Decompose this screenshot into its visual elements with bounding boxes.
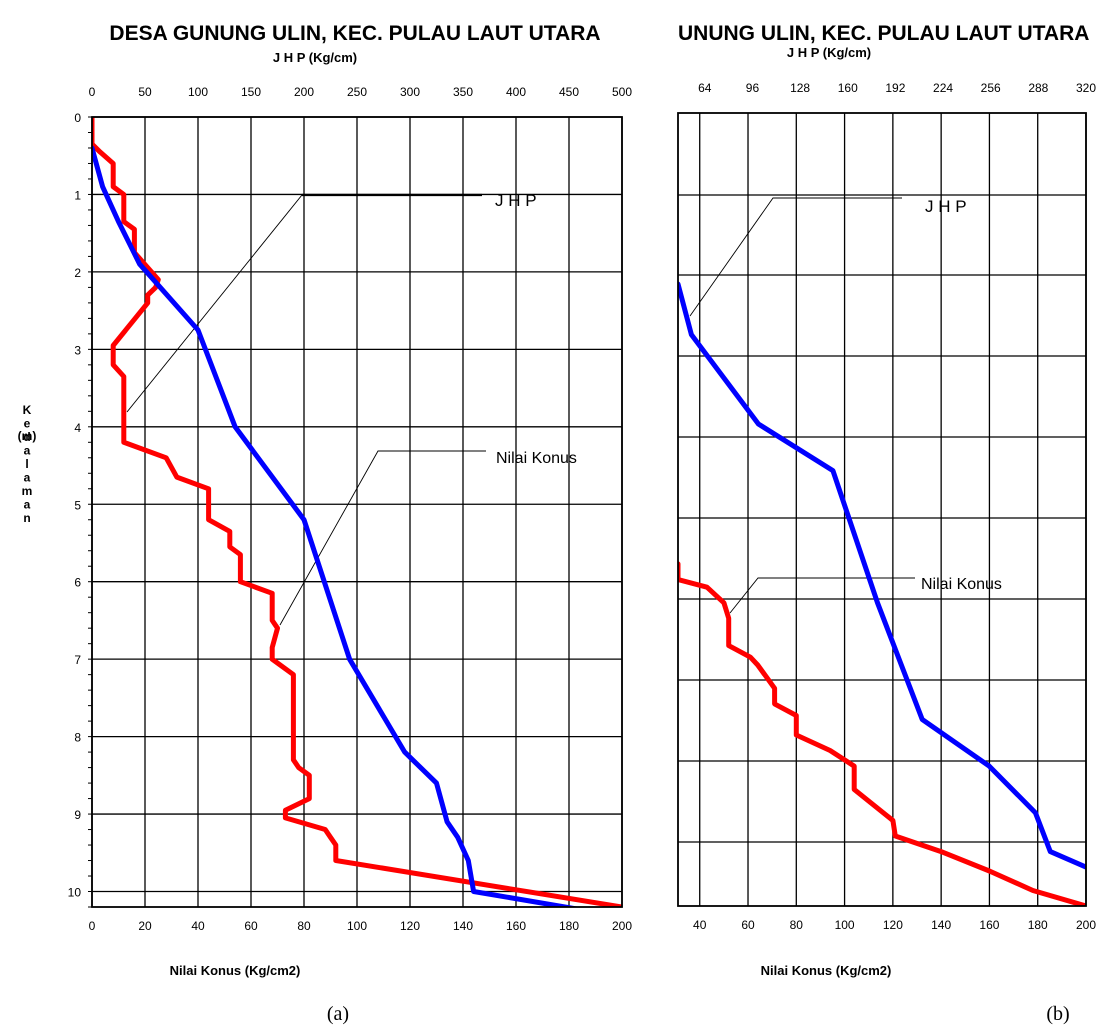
chart-a-annotation-leaders: [126, 193, 486, 626]
bottom-tick-label: 80: [297, 919, 311, 933]
y-tick-label: 8: [74, 731, 81, 745]
chart-b-top-axis-label: J H P (Kg/cm): [787, 45, 871, 60]
y-tick-label: 6: [74, 576, 81, 590]
nilai-konus-series-line: [92, 117, 622, 907]
y-axis-label-letter: a: [24, 471, 31, 485]
chart-a-y-axis-unit: (m): [18, 429, 37, 443]
chart-b-annotation-leaders: [689, 197, 915, 614]
bottom-tick-label: 180: [1028, 918, 1048, 932]
chart-b-caption: (b): [1046, 1003, 1069, 1025]
bottom-tick-label: 40: [693, 918, 707, 932]
top-tick-label: 500: [612, 85, 632, 99]
y-axis-label-letter: l: [25, 457, 28, 471]
y-axis-label-letter: n: [23, 511, 30, 525]
top-tick-label: 128: [790, 81, 810, 95]
chart-a-bottom-ticks: 0 20 40 60 80 100 120 140 160 180 200: [89, 919, 633, 933]
bottom-tick-label: 40: [191, 919, 205, 933]
y-axis-label-letter: K: [23, 403, 32, 417]
chart-a-top-axis-label: J H P (Kg/cm): [273, 50, 357, 65]
bottom-tick-label: 160: [506, 919, 526, 933]
chart-b-grid: [678, 113, 1087, 906]
chart-a: DESA GUNUNG ULIN, KEC. PULAU LAUT UTARA …: [18, 22, 633, 1025]
bottom-tick-label: 180: [559, 919, 579, 933]
top-tick-label: 250: [347, 85, 367, 99]
top-tick-label: 192: [885, 81, 905, 95]
jhp-series-line: [92, 145, 581, 907]
chart-b-series: [678, 281, 1086, 906]
chart-a-series: [92, 117, 622, 907]
y-axis-label-letter: a: [24, 444, 31, 458]
bottom-tick-label: 160: [979, 918, 999, 932]
chart-b-konus-annotation: Nilai Konus: [921, 576, 1002, 593]
top-tick-label: 100: [188, 85, 208, 99]
chart-a-konus-leader-line: [279, 450, 486, 626]
top-tick-label: 64: [698, 81, 712, 95]
chart-a-bottom-axis-label: Nilai Konus (Kg/cm2): [170, 963, 301, 978]
chart-b-jhp-leader-line: [689, 197, 902, 317]
chart-a-jhp-annotation: J H P: [495, 191, 537, 210]
bottom-tick-label: 20: [138, 919, 152, 933]
chart-b-top-ticks: 64 96 128 160 192 224 256 288 320: [698, 81, 1096, 95]
chart-a-konus-annotation: Nilai Konus: [496, 450, 577, 467]
chart-b-bottom-ticks: 40 60 80 100 120 140 160 180 200: [693, 918, 1096, 932]
y-tick-label: 4: [74, 421, 81, 435]
jhp-series-line: [678, 281, 1086, 870]
bottom-tick-label: 200: [612, 919, 632, 933]
top-tick-label: 320: [1076, 81, 1096, 95]
top-tick-label: 350: [453, 85, 473, 99]
top-tick-label: 150: [241, 85, 261, 99]
y-tick-label: 5: [74, 498, 81, 512]
y-tick-label: 2: [74, 266, 81, 280]
chart-b-frame: [677, 112, 1087, 907]
chart-a-top-ticks: 0 50 100 150 200 250 300 350 400 450 500: [89, 85, 633, 99]
nilai-konus-series-line: [678, 561, 1086, 906]
bottom-tick-label: 200: [1076, 918, 1096, 932]
y-tick-label: 1: [74, 188, 81, 202]
y-tick-label: 10: [68, 886, 82, 900]
chart-a-frame: [91, 116, 623, 908]
bottom-tick-label: 100: [347, 919, 367, 933]
top-tick-label: 450: [559, 85, 579, 99]
top-tick-label: 160: [838, 81, 858, 95]
top-tick-label: 224: [933, 81, 953, 95]
chart-a-caption: (a): [327, 1003, 349, 1025]
top-tick-label: 96: [746, 81, 760, 95]
bottom-tick-label: 60: [244, 919, 258, 933]
y-tick-label: 0: [74, 111, 81, 125]
chart-a-y-ticks: 0 1 2 3 4 5 6 7 8 9 10: [68, 111, 82, 900]
y-axis-label-letter: e: [24, 417, 31, 431]
bottom-tick-label: 140: [931, 918, 951, 932]
chart-b: UNUNG ULIN, KEC. PULAU LAUT UTARA J H P …: [677, 22, 1096, 1025]
y-axis-label-letter: a: [24, 498, 31, 512]
y-tick-label: 7: [74, 653, 81, 667]
chart-a-grid: [88, 116, 623, 908]
top-tick-label: 288: [1028, 81, 1048, 95]
bottom-tick-label: 120: [883, 918, 903, 932]
top-tick-label: 300: [400, 85, 420, 99]
top-tick-label: 50: [138, 85, 152, 99]
chart-b-title: UNUNG ULIN, KEC. PULAU LAUT UTARA: [678, 22, 1089, 45]
chart-b-bottom-axis-label: Nilai Konus (Kg/cm2): [761, 963, 892, 978]
top-tick-label: 0: [89, 85, 96, 99]
y-axis-label-letter: d: [23, 430, 30, 444]
bottom-tick-label: 120: [400, 919, 420, 933]
top-tick-label: 400: [506, 85, 526, 99]
bottom-tick-label: 100: [835, 918, 855, 932]
bottom-tick-label: 0: [89, 919, 96, 933]
chart-b-konus-leader-line: [729, 577, 915, 614]
y-tick-label: 3: [74, 343, 81, 357]
y-axis-label-letter: m: [22, 484, 33, 498]
top-tick-label: 200: [294, 85, 314, 99]
bottom-tick-label: 80: [790, 918, 804, 932]
chart-b-jhp-annotation: J H P: [925, 197, 967, 216]
chart-a-title: DESA GUNUNG ULIN, KEC. PULAU LAUT UTARA: [109, 22, 600, 45]
top-tick-label: 256: [981, 81, 1001, 95]
y-tick-label: 9: [74, 808, 81, 822]
bottom-tick-label: 60: [741, 918, 755, 932]
bottom-tick-label: 140: [453, 919, 473, 933]
